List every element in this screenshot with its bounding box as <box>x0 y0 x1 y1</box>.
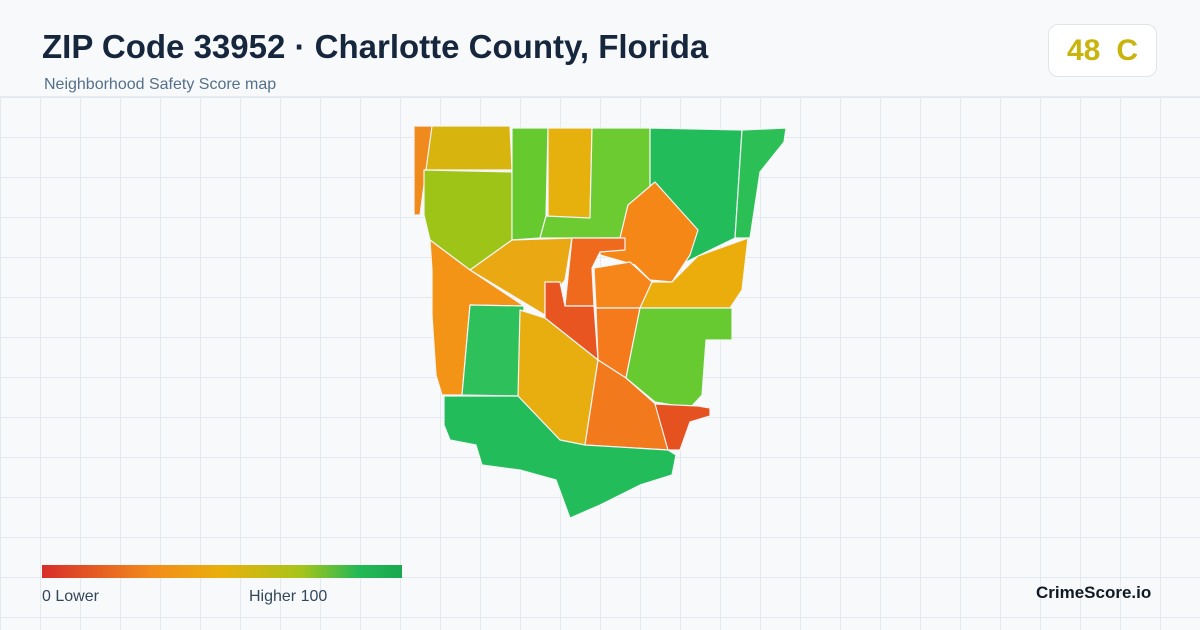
map-region-r4[interactable] <box>511 127 549 241</box>
header-divider <box>0 96 1200 97</box>
map-region-r15[interactable] <box>461 304 525 397</box>
map-region-r2[interactable] <box>413 125 433 216</box>
legend-high-label: Higher 100 <box>249 588 328 605</box>
safety-score-value: 48 <box>1066 33 1101 67</box>
map-region-r5[interactable] <box>547 127 593 221</box>
map-region-r14[interactable] <box>429 239 525 396</box>
map-region-r22[interactable] <box>443 395 677 519</box>
map-region-r21[interactable] <box>654 403 711 451</box>
map-region-r1[interactable] <box>423 125 513 171</box>
legend-color-scale <box>42 565 402 578</box>
page-title: ZIP Code 33952 · Charlotte County, Flori… <box>42 28 709 65</box>
brand-logo-text: CrimeScore.io <box>1036 583 1152 602</box>
map-region-r8[interactable] <box>734 127 787 239</box>
safety-score-badge: 48 C <box>1048 24 1157 77</box>
legend-low-label: 0 Lower <box>42 588 99 605</box>
page-subtitle: Neighborhood Safety Score map <box>44 76 277 93</box>
safety-score-grade: C <box>1116 33 1139 67</box>
